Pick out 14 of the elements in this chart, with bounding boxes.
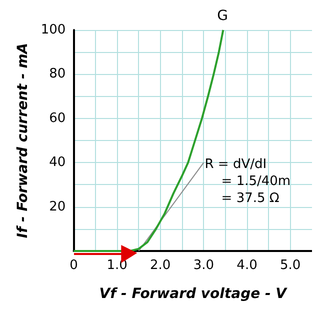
- series-label: G: [217, 8, 228, 24]
- x-tick-label: 0: [70, 258, 78, 273]
- annotation: R = dV/dI = 1.5/40m = 37.5 Ω: [204, 156, 291, 206]
- y-tick-label: 60: [49, 110, 66, 126]
- y-tick-label: 100: [40, 22, 66, 38]
- x-tick-label: 3.0: [193, 258, 214, 273]
- x-axis-title: Vf - Forward voltage - V: [99, 286, 288, 302]
- x-tick-label: 2.0: [150, 258, 171, 273]
- x-tick-label: 5.0: [280, 258, 301, 273]
- y-tick-label: 80: [49, 66, 66, 82]
- y-tick-label: 40: [49, 155, 66, 170]
- x-tick-label: 4.0: [236, 258, 258, 273]
- y-tick-label: 20: [49, 199, 66, 214]
- y-axis-title: If - Forward current - mA: [15, 42, 31, 238]
